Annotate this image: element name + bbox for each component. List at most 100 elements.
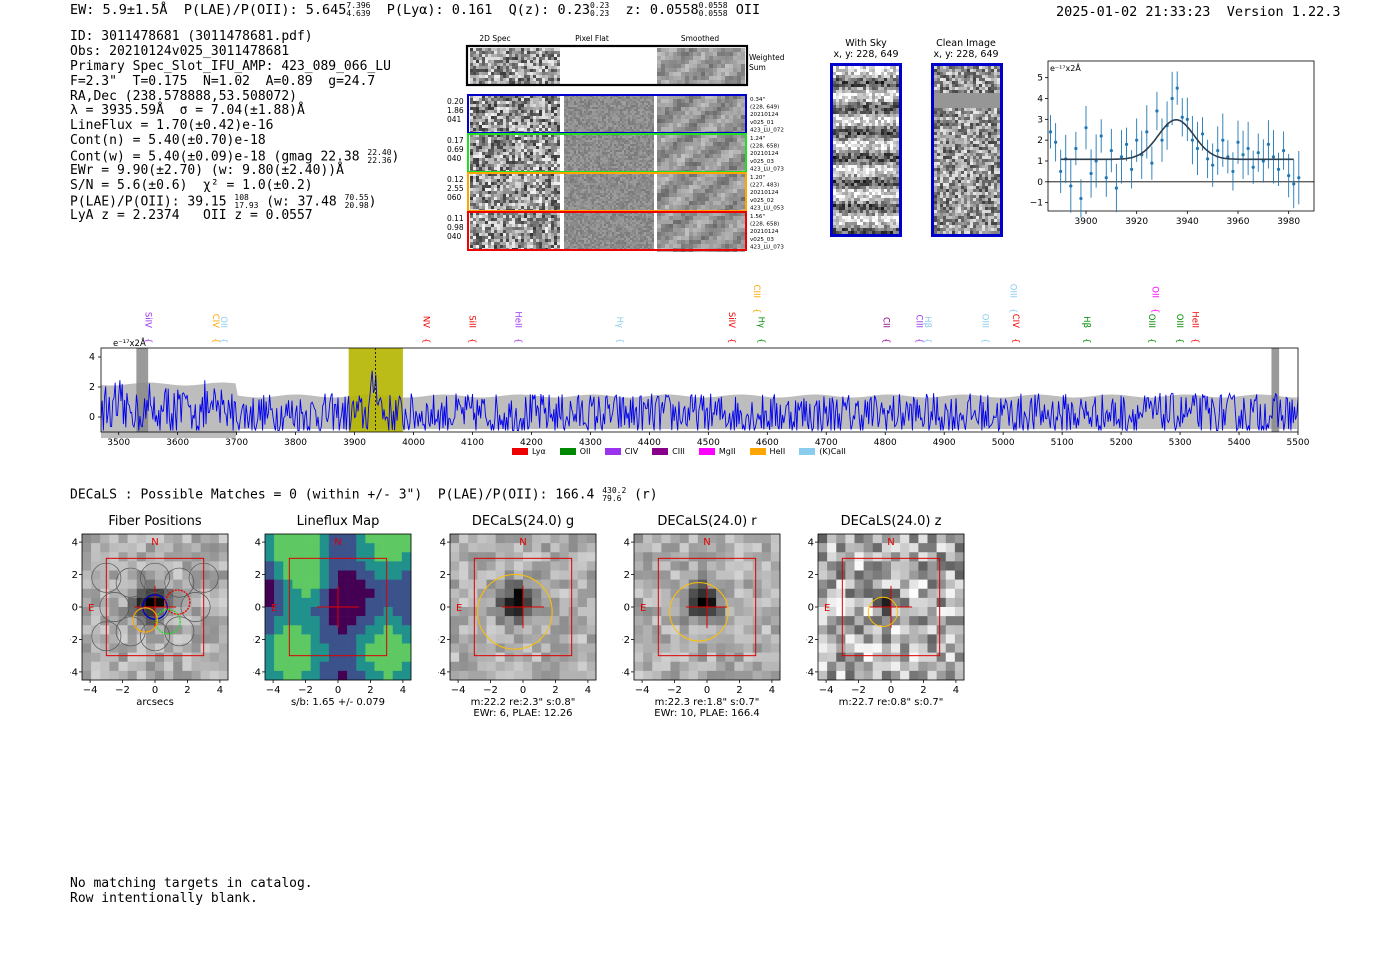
cutout-row-right-label: 20210124 <box>750 229 779 235</box>
legend-label: MgII <box>718 447 736 456</box>
plae-value: P(LAE)/P(OII): 5.645 <box>183 2 347 18</box>
data-point <box>1114 186 1118 190</box>
cutout-row-right-label: 423_LU_053 <box>750 205 784 211</box>
emission-line-brace: { <box>1007 308 1017 313</box>
x-tick-label: 2 <box>367 685 373 696</box>
info-primary: Primary Spec_Slot_IFU_AMP: 423_089_066_L… <box>70 58 391 74</box>
emission-line-brace: { <box>1081 338 1091 343</box>
legend-swatch <box>604 448 621 455</box>
legend-item: OII <box>559 447 591 456</box>
detection-info: ID: 3011478681 (3011478681.pdf) Obs: 202… <box>70 29 399 224</box>
emission-line-brace: { <box>1146 338 1156 343</box>
data-point <box>1054 140 1058 144</box>
emission-line-label: Hγ <box>614 317 624 328</box>
x-tick-label: 3980 <box>1277 217 1300 227</box>
cutout-row-left-label: 0.98 <box>447 223 464 232</box>
data-point <box>1104 176 1108 180</box>
y-tick-label: 4 <box>89 352 95 363</box>
panel-caption: EWr: 10, PLAE: 166.4 <box>654 708 760 719</box>
legend-item: MgII <box>698 447 736 456</box>
y-tick-label: 4 <box>72 538 78 549</box>
panel-caption: s/b: 1.65 +/- 0.079 <box>291 697 385 708</box>
data-point <box>1292 182 1296 186</box>
cutout-row-right-label: (228, 658) <box>750 222 779 228</box>
zoom-ylabel: e⁻¹⁷x2Å <box>1050 62 1081 73</box>
y-tick-label: −4 <box>438 667 446 678</box>
info-radec: RA,Dec (238.578888,53.508072) <box>70 88 297 104</box>
emission-line-brace: { <box>421 338 431 343</box>
legend-item: HeII <box>749 447 785 456</box>
legend-swatch <box>559 448 576 455</box>
footer-line-2: Row intentionally blank. <box>70 890 258 906</box>
ellipse-aperture <box>867 596 898 627</box>
masked-region <box>1271 348 1280 432</box>
emission-line-brace: { <box>1149 308 1159 313</box>
emission-line-brace: { <box>142 338 152 343</box>
data-point <box>1059 169 1063 174</box>
cutout-row-right-label: 0.34" <box>750 97 765 103</box>
emission-line-label: OIII <box>980 314 990 328</box>
y-tick-label: −4 <box>70 667 78 678</box>
cutout-row-right-label: 1.20" <box>750 175 765 181</box>
emission-line-brace: { <box>1010 338 1020 343</box>
cutout-row-left-label: 0.20 <box>447 97 464 106</box>
data-point <box>1175 86 1179 90</box>
data-point <box>1211 163 1215 167</box>
y-tick-label: 2 <box>440 570 446 581</box>
data-point <box>1119 155 1124 159</box>
panel-title: DECaLS(24.0) z <box>841 514 942 529</box>
data-point <box>1282 148 1286 153</box>
emission-line-brace: { <box>726 338 736 343</box>
emission-line-label: OII <box>218 316 228 328</box>
y-tick-label: 3 <box>1037 115 1043 125</box>
x-tick-label: 4300 <box>579 438 602 448</box>
data-point <box>1089 171 1093 176</box>
y-tick-label: 0 <box>624 603 630 614</box>
info-contn: Cont(n) = 5.40(±0.70)e-18 <box>70 133 266 149</box>
x-tick-label: 4100 <box>461 438 484 448</box>
x-tick-label: 3900 <box>1075 217 1098 227</box>
data-point <box>1145 130 1149 134</box>
x-tick-label: 4 <box>953 685 959 696</box>
legend-swatch <box>749 448 766 455</box>
x-tick-label: 0 <box>335 685 341 696</box>
y-tick-label: 4 <box>440 538 446 549</box>
data-point <box>1069 184 1073 188</box>
y-tick-label: 2 <box>1037 136 1043 146</box>
data-point <box>1206 157 1210 161</box>
x-tick-label: 3920 <box>1125 217 1148 227</box>
data-point <box>1221 138 1225 142</box>
fiber-circle <box>140 621 170 652</box>
x-tick-label: 5200 <box>1110 438 1133 448</box>
with-sky-image <box>830 63 902 237</box>
cutout-row-left-label: 0.11 <box>447 214 464 223</box>
x-tick-label: 4 <box>769 685 775 696</box>
z-line-name: OII <box>735 2 761 18</box>
data-point <box>1261 159 1265 163</box>
fiber-circle <box>188 562 219 593</box>
north-label: N <box>334 537 341 548</box>
emission-line-brace: { <box>1190 338 1200 343</box>
zoom-axes <box>1047 60 1315 212</box>
emission-line-label: Hγ <box>756 317 766 328</box>
emission-line-label: HeII <box>1190 311 1200 328</box>
legend-label: OII <box>579 447 591 456</box>
info-lambda: λ = 3935.59Å σ = 7.04(±1.88)Å <box>70 103 305 119</box>
data-point <box>1266 142 1270 146</box>
emission-line-brace: { <box>467 338 477 343</box>
emission-line-brace: { <box>980 338 990 343</box>
data-point <box>1256 151 1260 155</box>
data-point <box>1150 161 1154 165</box>
y-tick-label: −4 <box>622 667 630 678</box>
x-tick-label: 3500 <box>107 438 130 448</box>
weighted-label-2: Sum <box>749 63 766 72</box>
cutout-row-left-label: 1.86 <box>447 106 464 115</box>
emission-line-brace: { <box>513 338 523 343</box>
data-point <box>1200 132 1205 136</box>
x-tick-label: 3600 <box>166 438 189 448</box>
panel-title: DECaLS(24.0) r <box>657 514 757 529</box>
emission-line-label: SiIV <box>726 312 736 328</box>
x-tick-label: 3960 <box>1227 217 1250 227</box>
with-sky-title: With Sky x, y: 228, 649 <box>833 38 899 60</box>
data-point <box>1226 155 1230 159</box>
